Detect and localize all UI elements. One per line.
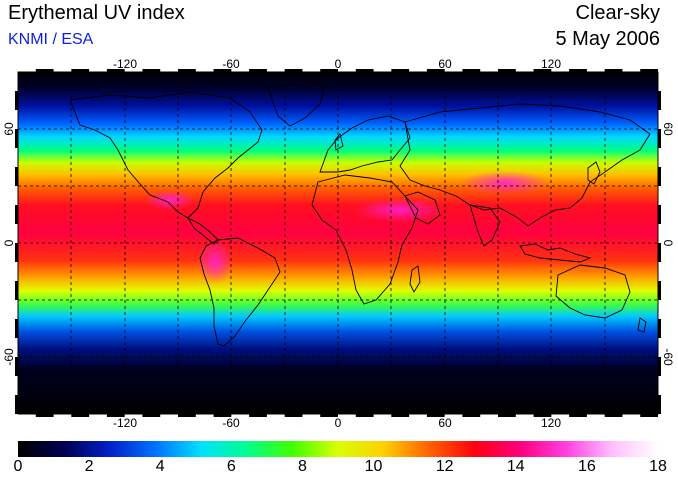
graticule	[18, 72, 658, 414]
border-bar	[498, 69, 516, 72]
colorbar-tick-label: 10	[364, 458, 383, 475]
lon-label-top: 120	[541, 57, 561, 71]
lon-label-top: 60	[438, 57, 452, 71]
sky-condition: Clear-sky	[575, 2, 660, 24]
border-bar	[213, 414, 232, 417]
border-bar	[249, 69, 267, 72]
border-bar	[462, 414, 481, 417]
lat-label-right: -60	[661, 348, 675, 366]
border-bar	[35, 69, 54, 72]
border-bar	[391, 414, 410, 417]
border-bar	[15, 395, 18, 414]
border-bar	[320, 414, 338, 417]
colorbar-tick-label: 12	[435, 458, 454, 475]
border-bar	[658, 129, 661, 148]
colorbar-tick-label: 8	[297, 458, 307, 475]
coastlines	[69, 81, 651, 347]
border-bar	[658, 91, 661, 110]
border-bar	[604, 69, 623, 72]
border-bar	[15, 281, 18, 300]
border-bar	[462, 69, 481, 72]
border-bar	[106, 69, 125, 72]
border-bar	[71, 414, 90, 417]
border-bar	[15, 357, 18, 376]
border-bar	[35, 414, 54, 417]
border-bar	[355, 414, 374, 417]
colorbar-tick-label: 18	[649, 458, 667, 475]
border-bar	[355, 69, 374, 72]
map-date: 5 May 2006	[555, 28, 660, 50]
border-bar	[178, 69, 196, 72]
border-bar	[533, 414, 552, 417]
lat-label-left: -60	[2, 348, 16, 366]
lon-label-bottom: 120	[541, 416, 561, 430]
border-bar	[71, 69, 90, 72]
uv-hotspot	[145, 190, 195, 210]
uv-hotspot	[355, 198, 445, 222]
border-bar	[142, 69, 161, 72]
lat-label-right: 0	[661, 240, 675, 247]
border-bar	[391, 69, 410, 72]
border-bar	[249, 414, 267, 417]
lon-label-bottom: -60	[222, 416, 240, 430]
border-bar	[498, 414, 516, 417]
lat-label-right: 60	[661, 122, 675, 136]
colorbar-tick-label: 16	[577, 458, 596, 475]
border-bar	[15, 319, 18, 338]
colorbar-tick-label: 14	[506, 458, 525, 475]
border-bar	[426, 414, 445, 417]
lat-label-left: 0	[2, 239, 16, 246]
border-bar	[569, 69, 587, 72]
uv-hotspot	[460, 171, 550, 195]
border-bar	[658, 281, 661, 300]
border-bar	[658, 395, 661, 414]
lon-label-bottom: 60	[438, 416, 452, 430]
lat-label-left: 60	[2, 122, 16, 136]
border-bar	[15, 167, 18, 186]
colorbar-tick-label: 6	[226, 458, 236, 475]
border-bar	[640, 414, 658, 417]
border-bar	[106, 414, 125, 417]
map-source: KNMI / ESA	[8, 31, 94, 48]
border-bar	[604, 414, 623, 417]
lon-label-top: -120	[113, 57, 137, 71]
border-bar	[178, 414, 196, 417]
border-bar	[15, 205, 18, 224]
colorbar-tick-label: 0	[13, 458, 23, 475]
colorbar	[18, 441, 658, 457]
border-bar	[658, 319, 661, 338]
colorbar-tick-label: 4	[155, 458, 165, 475]
border-bar	[569, 414, 587, 417]
border-bar	[640, 69, 658, 72]
border-bar	[15, 91, 18, 110]
border-bar	[426, 69, 445, 72]
border-bar	[658, 357, 661, 376]
lon-label-bottom: -120	[113, 416, 137, 430]
border-bar	[142, 414, 161, 417]
border-bar	[284, 414, 303, 417]
lon-label-top: 0	[335, 57, 342, 71]
border-bar	[533, 69, 552, 72]
map-border-bars	[15, 69, 661, 417]
border-bar	[658, 167, 661, 186]
border-bar	[284, 69, 303, 72]
map-title: Erythemal UV index	[8, 2, 185, 24]
lon-label-bottom: 0	[335, 416, 342, 430]
border-bar	[658, 243, 661, 262]
border-bar	[15, 129, 18, 148]
border-bar	[15, 243, 18, 262]
lon-label-top: -60	[222, 57, 240, 71]
border-bar	[658, 205, 661, 224]
uv-hotspot	[197, 240, 233, 284]
border-bar	[320, 69, 338, 72]
border-bar	[213, 69, 232, 72]
colorbar-tick-label: 2	[84, 458, 94, 475]
